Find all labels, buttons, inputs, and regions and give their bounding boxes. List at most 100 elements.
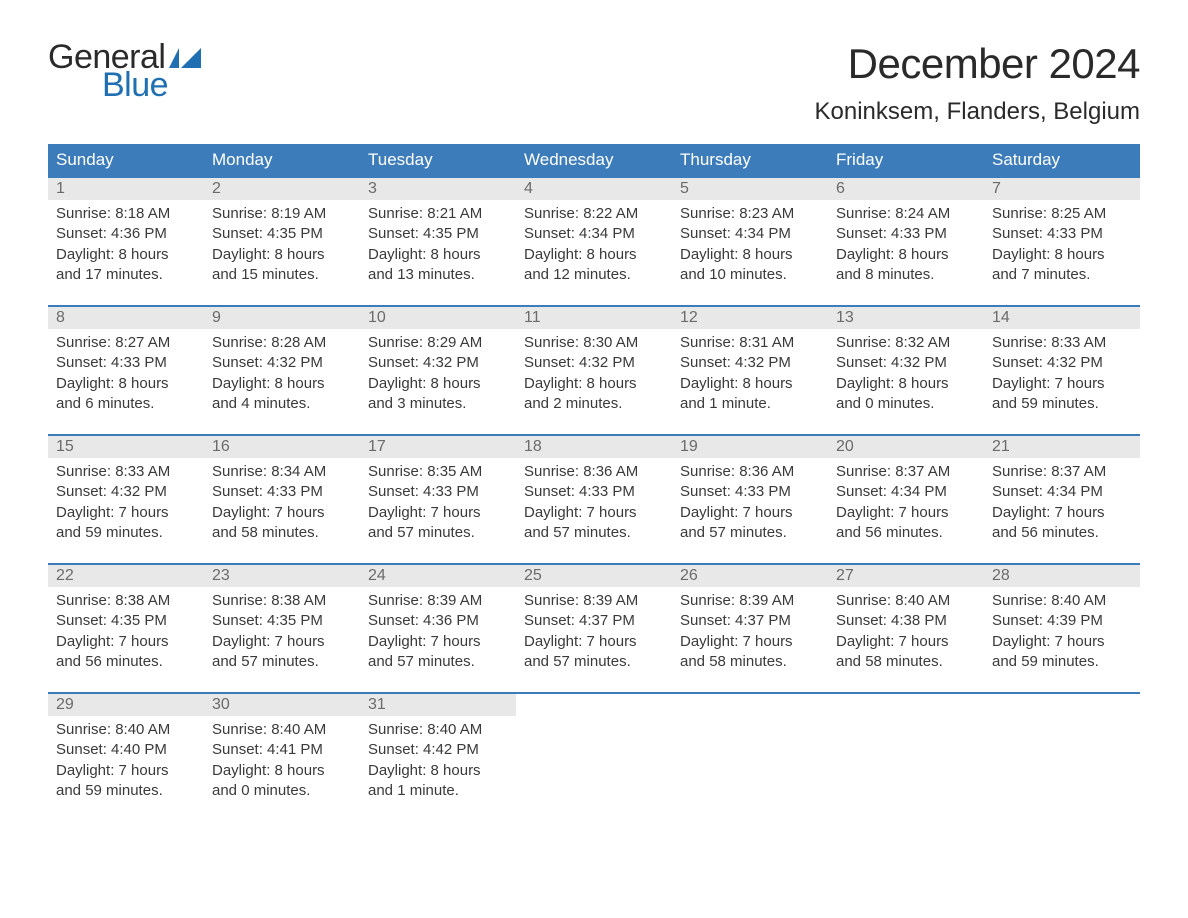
day-info: Sunrise: 8:29 AMSunset: 4:32 PMDaylight:… bbox=[360, 329, 516, 414]
day-info: Sunrise: 8:24 AMSunset: 4:33 PMDaylight:… bbox=[828, 200, 984, 285]
day-number: 23 bbox=[204, 565, 360, 587]
day-number: 15 bbox=[48, 436, 204, 458]
day-number: 5 bbox=[672, 178, 828, 200]
day-sunset: Sunset: 4:32 PM bbox=[524, 353, 664, 373]
day-number: 12 bbox=[672, 307, 828, 329]
day-sunrise: Sunrise: 8:29 AM bbox=[368, 333, 508, 353]
day-dl2: and 57 minutes. bbox=[680, 523, 820, 543]
logo: General Blue bbox=[48, 40, 201, 102]
day-sunset: Sunset: 4:34 PM bbox=[524, 224, 664, 244]
day-number: 1 bbox=[48, 178, 204, 200]
day-sunrise: Sunrise: 8:23 AM bbox=[680, 204, 820, 224]
day-info: Sunrise: 8:27 AMSunset: 4:33 PMDaylight:… bbox=[48, 329, 204, 414]
day-cell: 28Sunrise: 8:40 AMSunset: 4:39 PMDayligh… bbox=[984, 563, 1140, 692]
day-dl2: and 59 minutes. bbox=[56, 781, 196, 801]
day-cell: 27Sunrise: 8:40 AMSunset: 4:38 PMDayligh… bbox=[828, 563, 984, 692]
day-info: Sunrise: 8:40 AMSunset: 4:42 PMDaylight:… bbox=[360, 716, 516, 801]
day-dl2: and 59 minutes. bbox=[992, 652, 1132, 672]
day-dl1: Daylight: 8 hours bbox=[368, 761, 508, 781]
day-cell: 19Sunrise: 8:36 AMSunset: 4:33 PMDayligh… bbox=[672, 434, 828, 563]
day-number: 14 bbox=[984, 307, 1140, 329]
day-cell: 2Sunrise: 8:19 AMSunset: 4:35 PMDaylight… bbox=[204, 176, 360, 305]
day-sunset: Sunset: 4:35 PM bbox=[212, 611, 352, 631]
day-dl2: and 3 minutes. bbox=[368, 394, 508, 414]
day-cell: 7Sunrise: 8:25 AMSunset: 4:33 PMDaylight… bbox=[984, 176, 1140, 305]
day-cell: 24Sunrise: 8:39 AMSunset: 4:36 PMDayligh… bbox=[360, 563, 516, 692]
week-row: 29Sunrise: 8:40 AMSunset: 4:40 PMDayligh… bbox=[48, 692, 1140, 821]
day-sunrise: Sunrise: 8:38 AM bbox=[56, 591, 196, 611]
day-sunrise: Sunrise: 8:25 AM bbox=[992, 204, 1132, 224]
day-sunset: Sunset: 4:39 PM bbox=[992, 611, 1132, 631]
day-sunrise: Sunrise: 8:32 AM bbox=[836, 333, 976, 353]
day-info: Sunrise: 8:33 AMSunset: 4:32 PMDaylight:… bbox=[984, 329, 1140, 414]
day-sunset: Sunset: 4:37 PM bbox=[524, 611, 664, 631]
day-dl1: Daylight: 7 hours bbox=[212, 503, 352, 523]
day-dl1: Daylight: 8 hours bbox=[836, 374, 976, 394]
day-cell bbox=[984, 692, 1140, 821]
day-info: Sunrise: 8:21 AMSunset: 4:35 PMDaylight:… bbox=[360, 200, 516, 285]
day-cell: 1Sunrise: 8:18 AMSunset: 4:36 PMDaylight… bbox=[48, 176, 204, 305]
day-sunset: Sunset: 4:32 PM bbox=[368, 353, 508, 373]
day-cell: 6Sunrise: 8:24 AMSunset: 4:33 PMDaylight… bbox=[828, 176, 984, 305]
day-sunset: Sunset: 4:34 PM bbox=[836, 482, 976, 502]
day-number: 2 bbox=[204, 178, 360, 200]
day-info: Sunrise: 8:39 AMSunset: 4:37 PMDaylight:… bbox=[516, 587, 672, 672]
day-dl2: and 13 minutes. bbox=[368, 265, 508, 285]
day-dl1: Daylight: 8 hours bbox=[836, 245, 976, 265]
day-sunset: Sunset: 4:33 PM bbox=[680, 482, 820, 502]
day-number: 27 bbox=[828, 565, 984, 587]
day-sunset: Sunset: 4:33 PM bbox=[212, 482, 352, 502]
month-title: December 2024 bbox=[815, 40, 1140, 88]
title-block: December 2024 Koninksem, Flanders, Belgi… bbox=[815, 40, 1140, 126]
day-number: 26 bbox=[672, 565, 828, 587]
day-dl1: Daylight: 8 hours bbox=[524, 374, 664, 394]
day-number: 28 bbox=[984, 565, 1140, 587]
day-cell: 9Sunrise: 8:28 AMSunset: 4:32 PMDaylight… bbox=[204, 305, 360, 434]
day-number: 16 bbox=[204, 436, 360, 458]
day-sunrise: Sunrise: 8:40 AM bbox=[56, 720, 196, 740]
day-dl1: Daylight: 7 hours bbox=[992, 632, 1132, 652]
day-dl1: Daylight: 7 hours bbox=[212, 632, 352, 652]
day-cell: 5Sunrise: 8:23 AMSunset: 4:34 PMDaylight… bbox=[672, 176, 828, 305]
day-sunrise: Sunrise: 8:37 AM bbox=[836, 462, 976, 482]
day-sunrise: Sunrise: 8:28 AM bbox=[212, 333, 352, 353]
day-number: 3 bbox=[360, 178, 516, 200]
day-sunrise: Sunrise: 8:37 AM bbox=[992, 462, 1132, 482]
day-dl1: Daylight: 8 hours bbox=[680, 374, 820, 394]
day-number: 9 bbox=[204, 307, 360, 329]
day-dl2: and 57 minutes. bbox=[524, 652, 664, 672]
day-cell: 12Sunrise: 8:31 AMSunset: 4:32 PMDayligh… bbox=[672, 305, 828, 434]
day-sunrise: Sunrise: 8:19 AM bbox=[212, 204, 352, 224]
logo-flag-icon bbox=[169, 48, 201, 68]
day-sunset: Sunset: 4:37 PM bbox=[680, 611, 820, 631]
day-number: 8 bbox=[48, 307, 204, 329]
day-number: 10 bbox=[360, 307, 516, 329]
day-dl1: Daylight: 7 hours bbox=[680, 632, 820, 652]
day-cell bbox=[828, 692, 984, 821]
day-sunset: Sunset: 4:35 PM bbox=[56, 611, 196, 631]
day-number: 11 bbox=[516, 307, 672, 329]
day-number: 25 bbox=[516, 565, 672, 587]
day-number: 22 bbox=[48, 565, 204, 587]
day-sunset: Sunset: 4:38 PM bbox=[836, 611, 976, 631]
day-dl2: and 2 minutes. bbox=[524, 394, 664, 414]
day-sunset: Sunset: 4:32 PM bbox=[836, 353, 976, 373]
day-dl1: Daylight: 7 hours bbox=[368, 632, 508, 652]
day-dl2: and 58 minutes. bbox=[836, 652, 976, 672]
week-row: 22Sunrise: 8:38 AMSunset: 4:35 PMDayligh… bbox=[48, 563, 1140, 692]
day-dl1: Daylight: 8 hours bbox=[524, 245, 664, 265]
day-cell: 14Sunrise: 8:33 AMSunset: 4:32 PMDayligh… bbox=[984, 305, 1140, 434]
day-info: Sunrise: 8:22 AMSunset: 4:34 PMDaylight:… bbox=[516, 200, 672, 285]
day-dl1: Daylight: 7 hours bbox=[836, 503, 976, 523]
day-number: 19 bbox=[672, 436, 828, 458]
day-dl2: and 57 minutes. bbox=[212, 652, 352, 672]
day-number: 17 bbox=[360, 436, 516, 458]
day-sunrise: Sunrise: 8:38 AM bbox=[212, 591, 352, 611]
day-sunrise: Sunrise: 8:40 AM bbox=[836, 591, 976, 611]
day-dl1: Daylight: 7 hours bbox=[56, 503, 196, 523]
week-row: 8Sunrise: 8:27 AMSunset: 4:33 PMDaylight… bbox=[48, 305, 1140, 434]
day-cell: 20Sunrise: 8:37 AMSunset: 4:34 PMDayligh… bbox=[828, 434, 984, 563]
day-info: Sunrise: 8:28 AMSunset: 4:32 PMDaylight:… bbox=[204, 329, 360, 414]
day-sunrise: Sunrise: 8:35 AM bbox=[368, 462, 508, 482]
day-dl1: Daylight: 8 hours bbox=[56, 245, 196, 265]
